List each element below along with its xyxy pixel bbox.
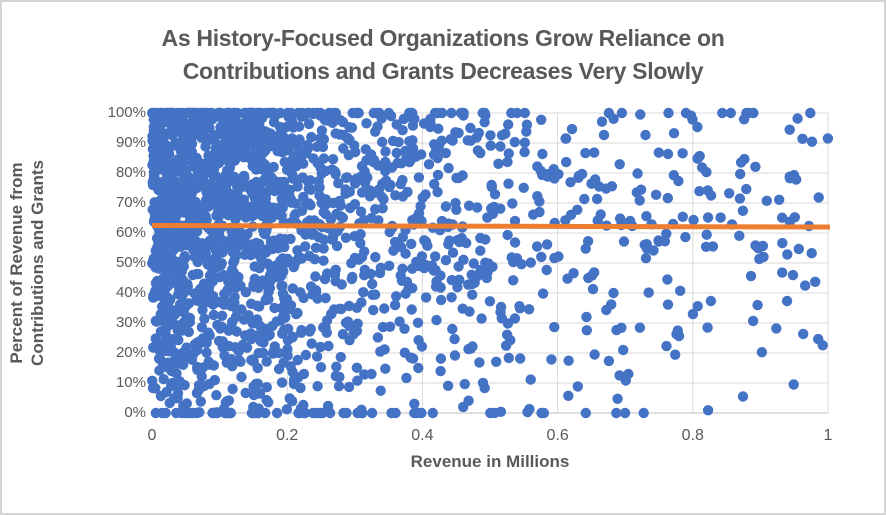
y-axis-title: Percent of Revenue from Contributions an… [6, 160, 48, 366]
y-axis-title-line-2: Contributions and Grants [28, 160, 47, 366]
chart-title: As History-Focused Organizations Grow Re… [0, 22, 886, 88]
trendline [151, 223, 831, 230]
y-axis-title-line-1: Percent of Revenue from [7, 162, 26, 364]
chart-title-line-1: As History-Focused Organizations Grow Re… [161, 25, 725, 51]
x-axis-title: Revenue in Millions [410, 452, 570, 471]
chart-title-line-2: Contributions and Grants Decreases Very … [182, 58, 704, 84]
